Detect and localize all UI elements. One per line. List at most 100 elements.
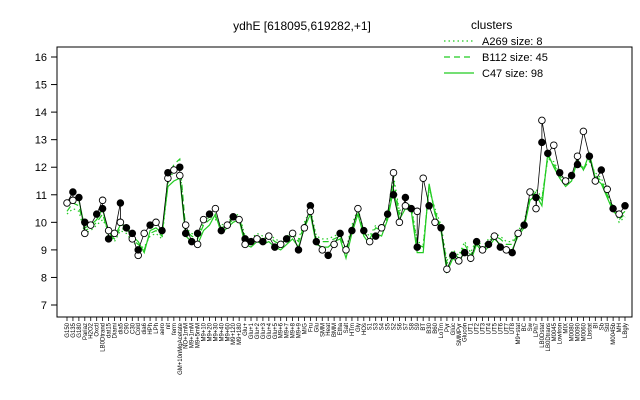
x-tick-label: ferm [172,323,178,335]
x-tick-label: M0090 [576,322,582,341]
x-tick-label: UT5 [492,322,498,334]
x-tick-label: M/G [302,323,308,335]
data-point [413,243,421,251]
x-tick-label: Glu+2 [255,322,261,339]
x-tick-label: NO+1mM [184,323,190,349]
x-tick-label: Etha [338,322,344,335]
x-tick-label: Glu+3 [261,322,267,339]
data-point [181,229,190,238]
data-point [383,210,392,218]
x-tick-label: Glucon [463,323,469,342]
x-tick-label: Glu+1 [249,322,255,339]
x-tick-label: Sw [528,322,534,331]
data-point [217,226,226,235]
data-point [128,229,137,238]
y-tick-label: 16 [35,52,47,64]
x-tick-label: HTm [350,323,356,336]
data-point [354,204,362,213]
x-tick-label: Sb [599,322,605,330]
x-tick-label: G135 [71,322,77,337]
legend-label: B112 size: 45 [482,52,548,64]
series-line [66,158,626,263]
x-tick-label: UT7 [504,322,510,334]
x-tick-label: M0045 [552,322,558,341]
data-point [187,237,196,246]
x-tick-label: LB0Dtrand [101,323,107,352]
x-tick-label: M9+20 [207,322,213,341]
data-point [211,204,220,213]
data-point [550,141,558,149]
x-tick-label: HPh [148,323,154,335]
x-tick-label: SMMPyr [457,323,463,346]
data-point [484,240,493,249]
data-point [241,240,249,249]
data-point [164,168,172,177]
data-point [318,246,327,254]
x-tick-label: C30 [130,322,136,334]
data-point [276,240,285,249]
x-tick-label: H2O2 [89,322,95,338]
data-point [104,235,113,243]
data-point [92,210,101,218]
data-point [371,232,380,240]
series-line [66,151,626,275]
x-tick-label: MH [617,323,623,332]
y-tick-label: 13 [35,135,47,147]
y-tick-label: 9 [41,245,47,257]
x-tick-label: M9+8 [291,322,297,338]
x-tick-label: Cold [136,323,142,335]
x-tick-label: S7 [403,322,409,330]
data-point [75,193,83,202]
data-point [259,237,267,246]
x-tick-label: UT1 [469,322,475,334]
x-tick-label: M9+30 [213,322,219,341]
x-tick-label: SMM [320,323,326,337]
x-tick-label: UT8 [510,322,516,334]
x-tick-label: Oxctl [95,323,101,337]
y-tick-label: 15 [35,80,47,92]
data-point [538,138,546,147]
x-tick-label: M9+7 [285,322,291,338]
data-point [176,171,184,180]
data-point [205,210,214,218]
data-point [520,221,528,229]
data-point [431,218,439,227]
y-tick-label: 8 [41,272,47,284]
data-point [597,166,606,174]
series-lines [66,151,626,275]
x-tick-label: Pariaz [83,323,89,340]
x-tick-label: M9+120 [231,322,237,345]
data-point [98,196,107,205]
x-tick-label: UT3 [481,322,487,334]
x-tick-label: UT4 [486,322,492,334]
data-point [591,177,600,185]
data-point [288,229,297,238]
x-tick-label: Gly [356,323,362,332]
data-point [170,166,178,174]
x-tick-label: LB0Dstat [540,323,546,348]
data-point [300,224,309,232]
x-tick-label: Heat [326,323,332,336]
data-point [437,224,445,232]
data-point [193,229,202,238]
data-point [98,204,107,213]
data-point [122,224,131,232]
data-point [621,202,629,210]
data-point [573,160,582,169]
data-point [342,246,350,254]
x-tick-label: LoTm [439,323,445,338]
y-tick-label: 11 [36,190,47,202]
data-point [514,229,522,238]
legend-label: A269 size: 8 [482,36,543,48]
x-tick-label: S6 [397,322,403,330]
x-tick-label: Fru [308,323,314,332]
data-point [360,226,368,235]
x-tick-label: UT2 [475,322,481,334]
data-point [555,168,564,177]
legend-label: C47 size: 98 [482,68,543,80]
data-point [306,207,315,216]
data-point [389,168,398,177]
x-tick-label: LPh [154,323,160,334]
data-point [193,240,202,249]
data-point [324,251,332,260]
